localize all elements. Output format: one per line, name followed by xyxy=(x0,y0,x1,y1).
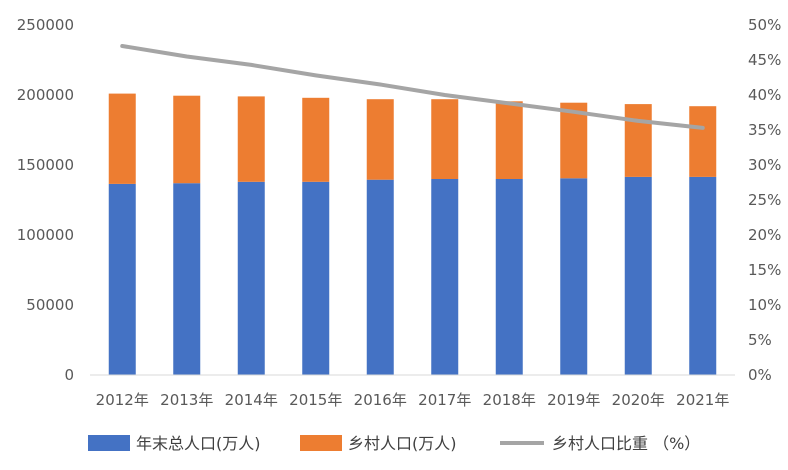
left-axis-ticks: 0 50000 100000 150000 200000 250000 xyxy=(17,16,74,384)
right-tick-label: 15% xyxy=(748,261,781,279)
bar-rural xyxy=(302,97,330,182)
bar-rural xyxy=(366,99,394,180)
right-tick-label: 10% xyxy=(748,296,781,314)
category-label: 2019年 xyxy=(547,391,600,409)
category-label: 2016年 xyxy=(354,391,407,409)
right-tick-label: 25% xyxy=(748,191,781,209)
legend-swatch-total xyxy=(88,435,130,451)
category-label: 2015年 xyxy=(289,391,342,409)
category-labels: 2012年 2013年 2014年 2015年 2016年 2017年 2018年 2019年… xyxy=(96,391,730,409)
left-tick-label: 200000 xyxy=(17,86,74,104)
right-axis-ticks: 0% 5% 10% 15% 20% 25% 30% 35% 40% 45% 50% xyxy=(748,16,781,384)
right-tick-label: 0% xyxy=(748,366,772,384)
legend-label-total: 年末总人口(万人) xyxy=(136,434,261,453)
right-tick-label: 40% xyxy=(748,86,781,104)
legend-item-total: 年末总人口(万人) xyxy=(88,434,261,453)
category-label: 2014年 xyxy=(225,391,278,409)
category-label: 2020年 xyxy=(612,391,665,409)
legend-item-rural: 乡村人口(万人) xyxy=(300,434,457,453)
bar-total xyxy=(173,183,201,375)
right-tick-label: 35% xyxy=(748,121,781,139)
legend-item-rural-share: 乡村人口比重 （%） xyxy=(500,434,700,453)
bars-layer xyxy=(108,93,717,375)
right-tick-label: 45% xyxy=(748,51,781,69)
left-tick-label: 150000 xyxy=(17,156,74,174)
bar-total xyxy=(302,181,330,375)
right-tick-label: 5% xyxy=(748,331,772,349)
bar-total xyxy=(624,176,652,375)
bar-total xyxy=(366,179,394,375)
legend-label-rural-share: 乡村人口比重 （%） xyxy=(552,434,700,453)
bar-rural xyxy=(431,99,459,179)
left-tick-label: 250000 xyxy=(17,16,74,34)
category-label: 2012年 xyxy=(96,391,149,409)
left-tick-label: 50000 xyxy=(26,296,74,314)
left-tick-label: 100000 xyxy=(17,226,74,244)
legend: 年末总人口(万人) 乡村人口(万人) 乡村人口比重 （%） xyxy=(88,434,700,453)
right-tick-label: 30% xyxy=(748,156,781,174)
bar-total xyxy=(108,183,136,375)
right-tick-label: 50% xyxy=(748,16,781,34)
category-label: 2018年 xyxy=(483,391,536,409)
bar-rural xyxy=(108,93,136,184)
bar-rural xyxy=(495,101,523,179)
legend-label-rural: 乡村人口(万人) xyxy=(348,434,457,453)
bar-rural xyxy=(689,106,717,177)
bar-total xyxy=(237,181,265,375)
line-layer xyxy=(120,44,705,130)
category-label: 2013年 xyxy=(160,391,213,409)
bar-total xyxy=(689,176,717,375)
left-tick-label: 0 xyxy=(64,366,74,384)
bar-total xyxy=(431,179,459,375)
category-label: 2017年 xyxy=(418,391,471,409)
bar-rural xyxy=(624,104,652,177)
bar-rural xyxy=(173,95,201,184)
bar-total xyxy=(495,179,523,375)
bar-rural xyxy=(237,96,265,182)
line-rural-share xyxy=(120,44,705,130)
category-label: 2021年 xyxy=(676,391,729,409)
bar-rural xyxy=(560,102,588,179)
bar-total xyxy=(560,178,588,375)
right-tick-label: 20% xyxy=(748,226,781,244)
legend-swatch-rural xyxy=(300,435,342,451)
